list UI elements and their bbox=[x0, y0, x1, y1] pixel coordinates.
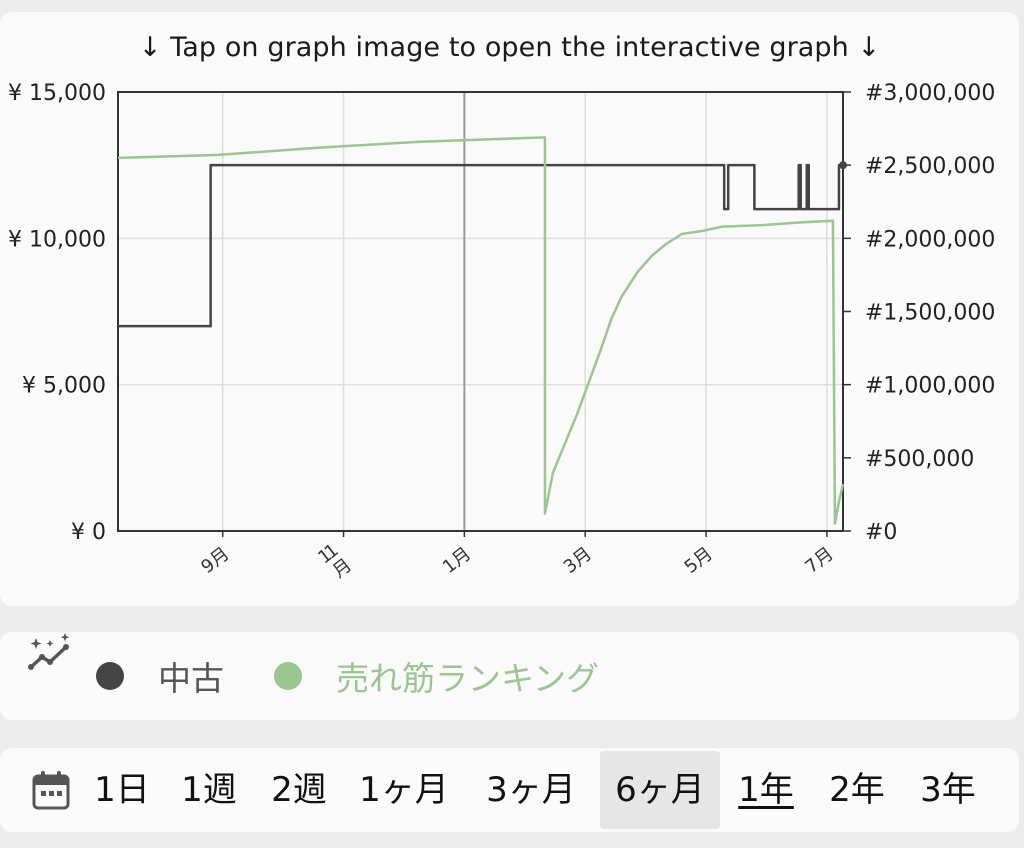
range-button[interactable]: 2年 bbox=[829, 770, 885, 810]
x-tick-label: 7月 bbox=[801, 543, 837, 578]
sparkle-trend-icon[interactable] bbox=[28, 633, 74, 696]
legend-dot bbox=[274, 662, 302, 690]
y-left-tick-label: ¥ 10,000 bbox=[8, 227, 106, 252]
used-price-line bbox=[118, 163, 843, 328]
y-right-tick-label: #2,500,000 bbox=[865, 154, 995, 179]
svg-text:3月: 3月 bbox=[560, 543, 596, 578]
x-tick-label: 9月 bbox=[197, 543, 233, 578]
graph-hint: ↓ Tap on graph image to open the interac… bbox=[138, 32, 881, 63]
legend-used-label[interactable]: 中古 bbox=[158, 659, 224, 698]
svg-text:9月: 9月 bbox=[197, 543, 233, 578]
svg-text:7月: 7月 bbox=[801, 543, 837, 578]
x-tick-label: 5月 bbox=[681, 543, 717, 578]
y-right-tick-label: #0 bbox=[865, 520, 897, 545]
price-rank-chart[interactable]: ¥ 0 ¥ 5,000 ¥ 10,000 ¥ 15,000 #0 #500,000 #1,0… bbox=[0, 12, 1019, 606]
legend: 中古 売れ筋ランキング bbox=[28, 632, 599, 720]
graph-card[interactable]: ↓ Tap on graph image to open the interac… bbox=[0, 12, 1019, 606]
calendar-icon[interactable] bbox=[32, 770, 70, 810]
range-button[interactable]: 1年 bbox=[738, 770, 794, 810]
plot-frame bbox=[117, 91, 844, 532]
range-button[interactable]: 1週 bbox=[181, 770, 237, 810]
used-price-end-marker bbox=[839, 161, 847, 170]
y-right-tick-label: #3,000,000 bbox=[865, 81, 995, 106]
legend-dot bbox=[96, 662, 124, 690]
x-tick-label: 3月 bbox=[560, 543, 596, 578]
y-right-tick-label: #1,000,000 bbox=[865, 374, 995, 399]
range-button[interactable]: 3ヶ月 bbox=[486, 770, 576, 810]
legend-card: 中古 売れ筋ランキング bbox=[0, 632, 1019, 720]
y-right-tick-label: #1,500,000 bbox=[865, 301, 995, 326]
range-button[interactable]: 2週 bbox=[271, 770, 327, 810]
svg-text:5月: 5月 bbox=[681, 543, 717, 578]
x-tick-label: 1月 bbox=[439, 543, 475, 578]
range-selector: 1日 1週 2週 1ヶ月 3ヶ月 6ヶ月 1年 2年 3年 bbox=[0, 748, 1019, 832]
y-right-tick-label: #500,000 bbox=[865, 447, 974, 472]
range-button[interactable]: 3年 bbox=[920, 770, 976, 810]
y-right-tick-label: #2,000,000 bbox=[865, 227, 995, 252]
y-left-tick-label: ¥ 15,000 bbox=[8, 81, 106, 106]
range-button[interactable]: 1日 bbox=[94, 770, 150, 810]
svg-text:1月: 1月 bbox=[439, 543, 475, 578]
range-button[interactable]: 6ヶ月 bbox=[600, 751, 720, 829]
y-left-tick-label: ¥ 0 bbox=[71, 520, 106, 545]
sales-rank-line bbox=[117, 136, 845, 525]
range-button[interactable]: 1ヶ月 bbox=[359, 770, 449, 810]
x-tick-label: 11月 bbox=[314, 540, 356, 583]
y-left-tick-label: ¥ 5,000 bbox=[22, 374, 106, 399]
legend-rank-label[interactable]: 売れ筋ランキング bbox=[336, 659, 600, 698]
